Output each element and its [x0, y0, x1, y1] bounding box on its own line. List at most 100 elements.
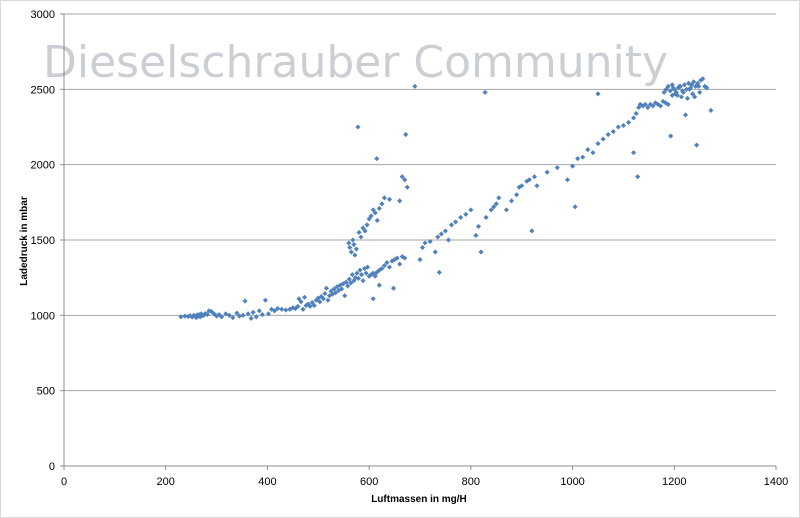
data-point	[386, 196, 393, 202]
data-point	[347, 244, 353, 251]
data-point	[697, 89, 703, 95]
data-point	[362, 228, 368, 234]
data-point	[259, 312, 265, 318]
data-point	[475, 223, 482, 229]
data-point	[279, 306, 285, 312]
data-point	[635, 174, 641, 180]
data-point	[182, 313, 188, 319]
data-point	[345, 283, 351, 289]
data-point	[631, 115, 637, 121]
data-point	[253, 314, 259, 320]
data-point	[265, 311, 271, 317]
data-point	[352, 252, 358, 258]
data-point	[368, 213, 374, 219]
data-point	[493, 201, 499, 207]
data-point	[564, 177, 571, 183]
data-point	[708, 107, 714, 113]
data-point	[348, 280, 354, 286]
data-point	[473, 232, 479, 239]
data-point	[668, 133, 674, 139]
data-point	[374, 217, 380, 223]
data-point	[386, 264, 393, 270]
data-point	[572, 204, 578, 210]
data-point	[478, 249, 484, 255]
data-point	[295, 303, 301, 309]
data-point	[357, 267, 363, 273]
data-point	[365, 264, 371, 270]
data-point	[427, 238, 433, 245]
data-point	[245, 311, 251, 317]
data-points	[178, 76, 714, 321]
y-tick-label-4: 2000	[31, 160, 55, 172]
data-point	[339, 286, 345, 292]
data-point	[320, 296, 326, 302]
data-point	[360, 278, 366, 284]
data-point	[534, 183, 540, 189]
data-point	[346, 240, 352, 246]
data-point	[463, 211, 469, 217]
x-tick-label-0: 0	[61, 476, 67, 488]
data-point	[544, 169, 550, 175]
data-point	[483, 214, 489, 220]
data-point	[219, 314, 225, 320]
data-point	[364, 222, 370, 228]
data-point	[379, 201, 385, 207]
data-point	[678, 94, 684, 100]
data-point	[204, 312, 210, 318]
data-point	[605, 131, 611, 138]
data-point	[625, 119, 632, 126]
data-point	[403, 131, 409, 138]
data-point	[397, 198, 403, 204]
data-point	[300, 306, 306, 312]
data-point	[348, 249, 354, 255]
x-tick-label-3: 600	[360, 476, 378, 488]
data-point	[372, 273, 378, 279]
data-point	[580, 154, 586, 160]
data-point	[355, 275, 362, 281]
data-point	[346, 276, 352, 282]
data-point	[438, 231, 444, 237]
data-point	[448, 222, 455, 228]
data-point	[445, 237, 452, 243]
gridlines	[64, 13, 776, 392]
y-tick-label-6: 3000	[31, 9, 55, 21]
data-point	[435, 234, 441, 240]
data-point	[256, 308, 262, 314]
data-point	[468, 207, 474, 213]
data-point	[242, 298, 248, 304]
data-point	[379, 266, 385, 272]
data-point	[600, 136, 606, 142]
data-point	[554, 165, 560, 171]
data-point	[354, 270, 360, 276]
x-tick-label-7: 1400	[764, 476, 788, 488]
data-point	[694, 142, 700, 148]
data-point	[402, 177, 408, 183]
data-point	[250, 309, 256, 315]
data-point	[590, 150, 596, 156]
data-point	[283, 307, 289, 313]
data-point	[436, 269, 442, 275]
x-tick-label-1: 200	[157, 476, 175, 488]
x-tick-label-2: 400	[258, 476, 276, 488]
x-tick-label-4: 800	[462, 476, 480, 488]
data-point	[684, 95, 691, 101]
x-axis-label: Luftmassen in mg/H	[371, 494, 467, 505]
data-point	[317, 299, 323, 305]
data-point	[376, 282, 382, 288]
data-point	[374, 156, 380, 162]
data-point	[681, 82, 688, 88]
data-point	[358, 272, 365, 278]
data-point	[381, 195, 387, 201]
data-point	[610, 128, 616, 135]
y-tick-label-1: 500	[37, 386, 55, 398]
data-point	[275, 306, 281, 312]
data-point	[529, 228, 535, 234]
data-point	[323, 285, 329, 291]
data-point	[236, 313, 243, 319]
tick-labels: 0 200 400 600 800 1000 1200 1400 0 500 1000 1500 200…	[31, 9, 789, 488]
data-point	[178, 314, 184, 320]
data-point	[381, 263, 387, 269]
data-point	[272, 308, 278, 314]
data-point	[397, 261, 403, 267]
